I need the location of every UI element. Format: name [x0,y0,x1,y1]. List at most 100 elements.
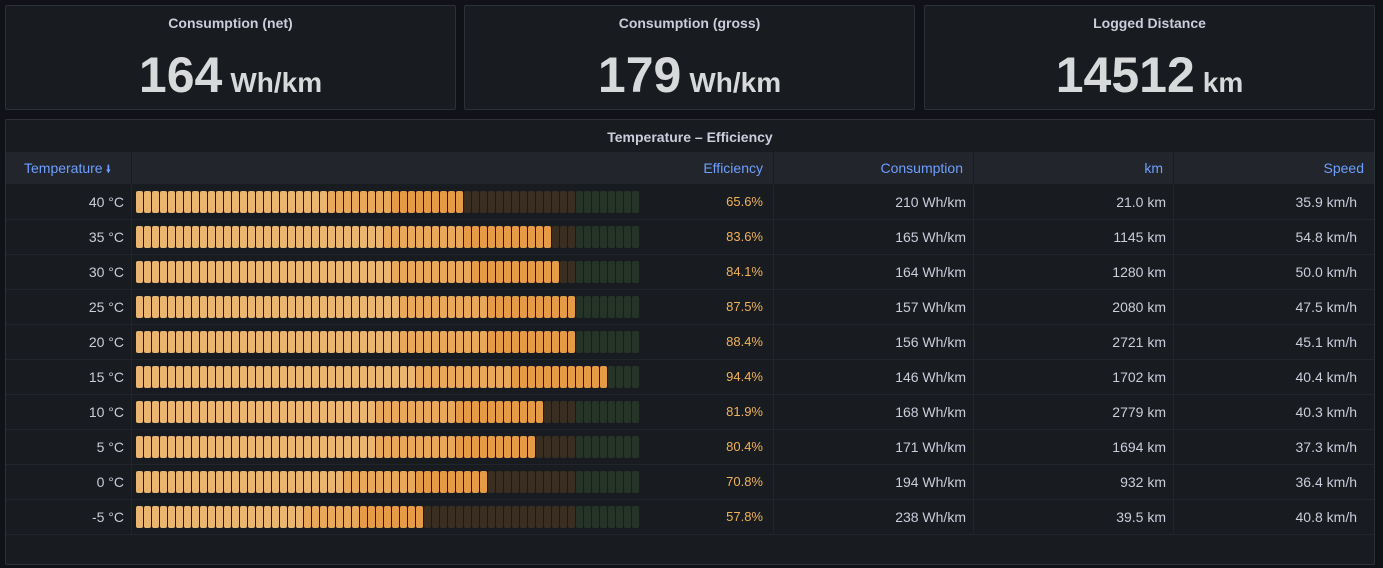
gauge-segment [536,226,543,248]
gauge-segment [496,261,503,283]
column-header-efficiency[interactable]: Efficiency [132,152,774,184]
gauge-segment [408,331,415,353]
gauge-segment [616,366,623,388]
efficiency-percent: 81.9% [726,404,763,419]
column-header-speed[interactable]: Speed [1174,152,1374,184]
gauge-segment [472,296,479,318]
gauge-segment [536,471,543,493]
gauge-segment [464,191,471,213]
gauge-segment [592,261,599,283]
gauge-segment [160,226,167,248]
gauge-segment [504,366,511,388]
gauge-segment [192,296,199,318]
gauge-segment [520,191,527,213]
gauge-segment [552,261,559,283]
gauge-segment [144,366,151,388]
gauge-segment [528,191,535,213]
gauge-segment [424,331,431,353]
gauge-segment [512,401,519,423]
stat-panel-consumption-gross: Consumption (gross) 179 Wh/km [464,5,915,110]
gauge-segment [448,401,455,423]
table-row: 10 °C 81.9% 168 Wh/km 2779 km 40.3 km/h [6,395,1374,430]
gauge-segment [600,296,607,318]
gauge-segment [472,261,479,283]
gauge-segment [224,471,231,493]
gauge-segment [208,226,215,248]
gauge-segment [376,226,383,248]
gauge-segment [296,226,303,248]
gauge-segment [240,506,247,528]
gauge-segment [384,226,391,248]
column-header-temperature[interactable]: Temperature 🠛 [6,152,132,184]
gauge-segment [512,471,519,493]
gauge-segment [576,191,583,213]
cell-km: 1280 km [974,255,1174,289]
gauge-segment [216,506,223,528]
gauge-segment [376,471,383,493]
gauge-segment [240,191,247,213]
gauge-segment [400,366,407,388]
gauge-segment [440,506,447,528]
gauge-segment [432,401,439,423]
gauge-segment [304,226,311,248]
gauge-segment [336,331,343,353]
gauge-segment [400,436,407,458]
gauge-segment [160,331,167,353]
gauge-segment [392,436,399,458]
gauge-segment [552,366,559,388]
stat-unit: Wh/km [689,67,782,98]
gauge-segment [584,366,591,388]
gauge-segment [272,506,279,528]
gauge-segment [528,296,535,318]
cell-speed: 54.8 km/h [1295,229,1357,245]
gauge-segment [376,296,383,318]
gauge-segment [288,401,295,423]
gauge-segment [280,506,287,528]
table-row: 5 °C 80.4% 171 Wh/km 1694 km 37.3 km/h [6,430,1374,465]
gauge-segment [144,296,151,318]
gauge-segment [456,436,463,458]
gauge-segment [624,331,631,353]
gauge-segment [320,296,327,318]
gauge-segment [320,226,327,248]
gauge-segment [368,471,375,493]
gauge-segment [480,401,487,423]
gauge-segment [328,261,335,283]
gauge-segment [192,261,199,283]
gauge-segment [384,296,391,318]
gauge-segment [200,436,207,458]
gauge-segment [376,436,383,458]
efficiency-percent: 57.8% [726,509,763,524]
gauge-segment [144,436,151,458]
gauge-segment [416,471,423,493]
gauge-segment [336,401,343,423]
gauge-segment [176,331,183,353]
gauge-segment [320,191,327,213]
cell-consumption: 164 Wh/km [774,255,974,289]
gauge-segment [192,226,199,248]
gauge-segment [400,401,407,423]
gauge-segment [376,401,383,423]
cell-temperature: 0 °C [6,465,132,499]
column-header-consumption[interactable]: Consumption [774,152,974,184]
gauge-segment [136,471,143,493]
gauge-segment [264,436,271,458]
gauge-segment [408,471,415,493]
gauge-segment [256,296,263,318]
gauge-segment [504,191,511,213]
column-header-label: km [1144,160,1163,176]
gauge-segment [184,296,191,318]
gauge-segment [392,296,399,318]
gauge-segment [304,261,311,283]
gauge-segment [560,471,567,493]
gauge-segment [336,366,343,388]
gauge-segment [240,296,247,318]
gauge-segment [376,506,383,528]
gauge-segment [624,191,631,213]
gauge-segment [600,226,607,248]
efficiency-gauge [136,401,640,423]
column-header-km[interactable]: km [974,152,1174,184]
gauge-segment [192,331,199,353]
gauge-segment [512,366,519,388]
gauge-segment [184,471,191,493]
